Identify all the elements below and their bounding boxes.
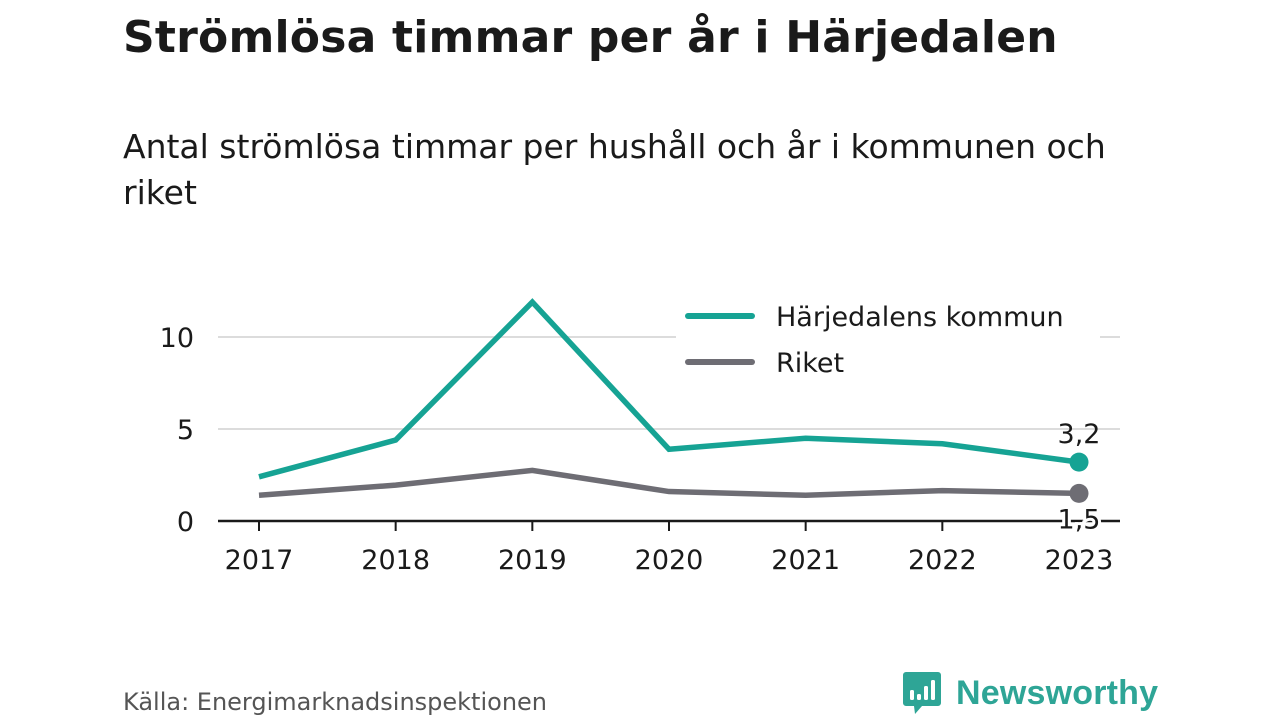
- series-end-point: [1069, 483, 1089, 503]
- chart-title: Strömlösa timmar per år i Härjedalen: [123, 12, 1058, 63]
- legend-background: [676, 292, 1100, 386]
- y-tick-label: 5: [177, 415, 194, 446]
- newsworthy-logo: Newsworthy: [902, 670, 1158, 716]
- y-tick-label: 10: [160, 323, 194, 354]
- x-tick-label: 2019: [498, 545, 567, 576]
- end-labels: 3,2 1,5: [1055, 419, 1104, 538]
- y-axis: 0 5 10: [160, 323, 194, 538]
- x-tick-label: 2017: [225, 545, 294, 576]
- series: [258, 298, 1089, 503]
- chart-subtitle: Antal strömlösa timmar per hushåll och å…: [123, 127, 1106, 212]
- end-value-label: 3,2: [1058, 419, 1101, 450]
- source-note: Källa: Energimarknadsinspektionen: [123, 688, 548, 716]
- end-value-label: 1,5: [1058, 504, 1101, 535]
- legend-label: Riket: [776, 348, 844, 379]
- newsworthy-chart-bubble-icon: [903, 672, 941, 714]
- brand-name: Newsworthy: [956, 673, 1159, 712]
- y-tick-label: 0: [177, 507, 194, 538]
- x-tick-label: 2020: [635, 545, 704, 576]
- x-tick-label: 2022: [908, 545, 977, 576]
- x-tick-label: 2018: [361, 545, 430, 576]
- x-axis: 2017 2018 2019 2020 2021 2022 2023: [218, 519, 1120, 576]
- x-tick-label: 2023: [1045, 545, 1114, 576]
- x-tick-label: 2021: [771, 545, 840, 576]
- legend-label: Härjedalens kommun: [776, 302, 1064, 333]
- legend: Härjedalens kommun Riket: [676, 292, 1100, 386]
- series-line: [258, 298, 1080, 480]
- series-end-point: [1069, 452, 1089, 472]
- series-line: [258, 467, 1080, 498]
